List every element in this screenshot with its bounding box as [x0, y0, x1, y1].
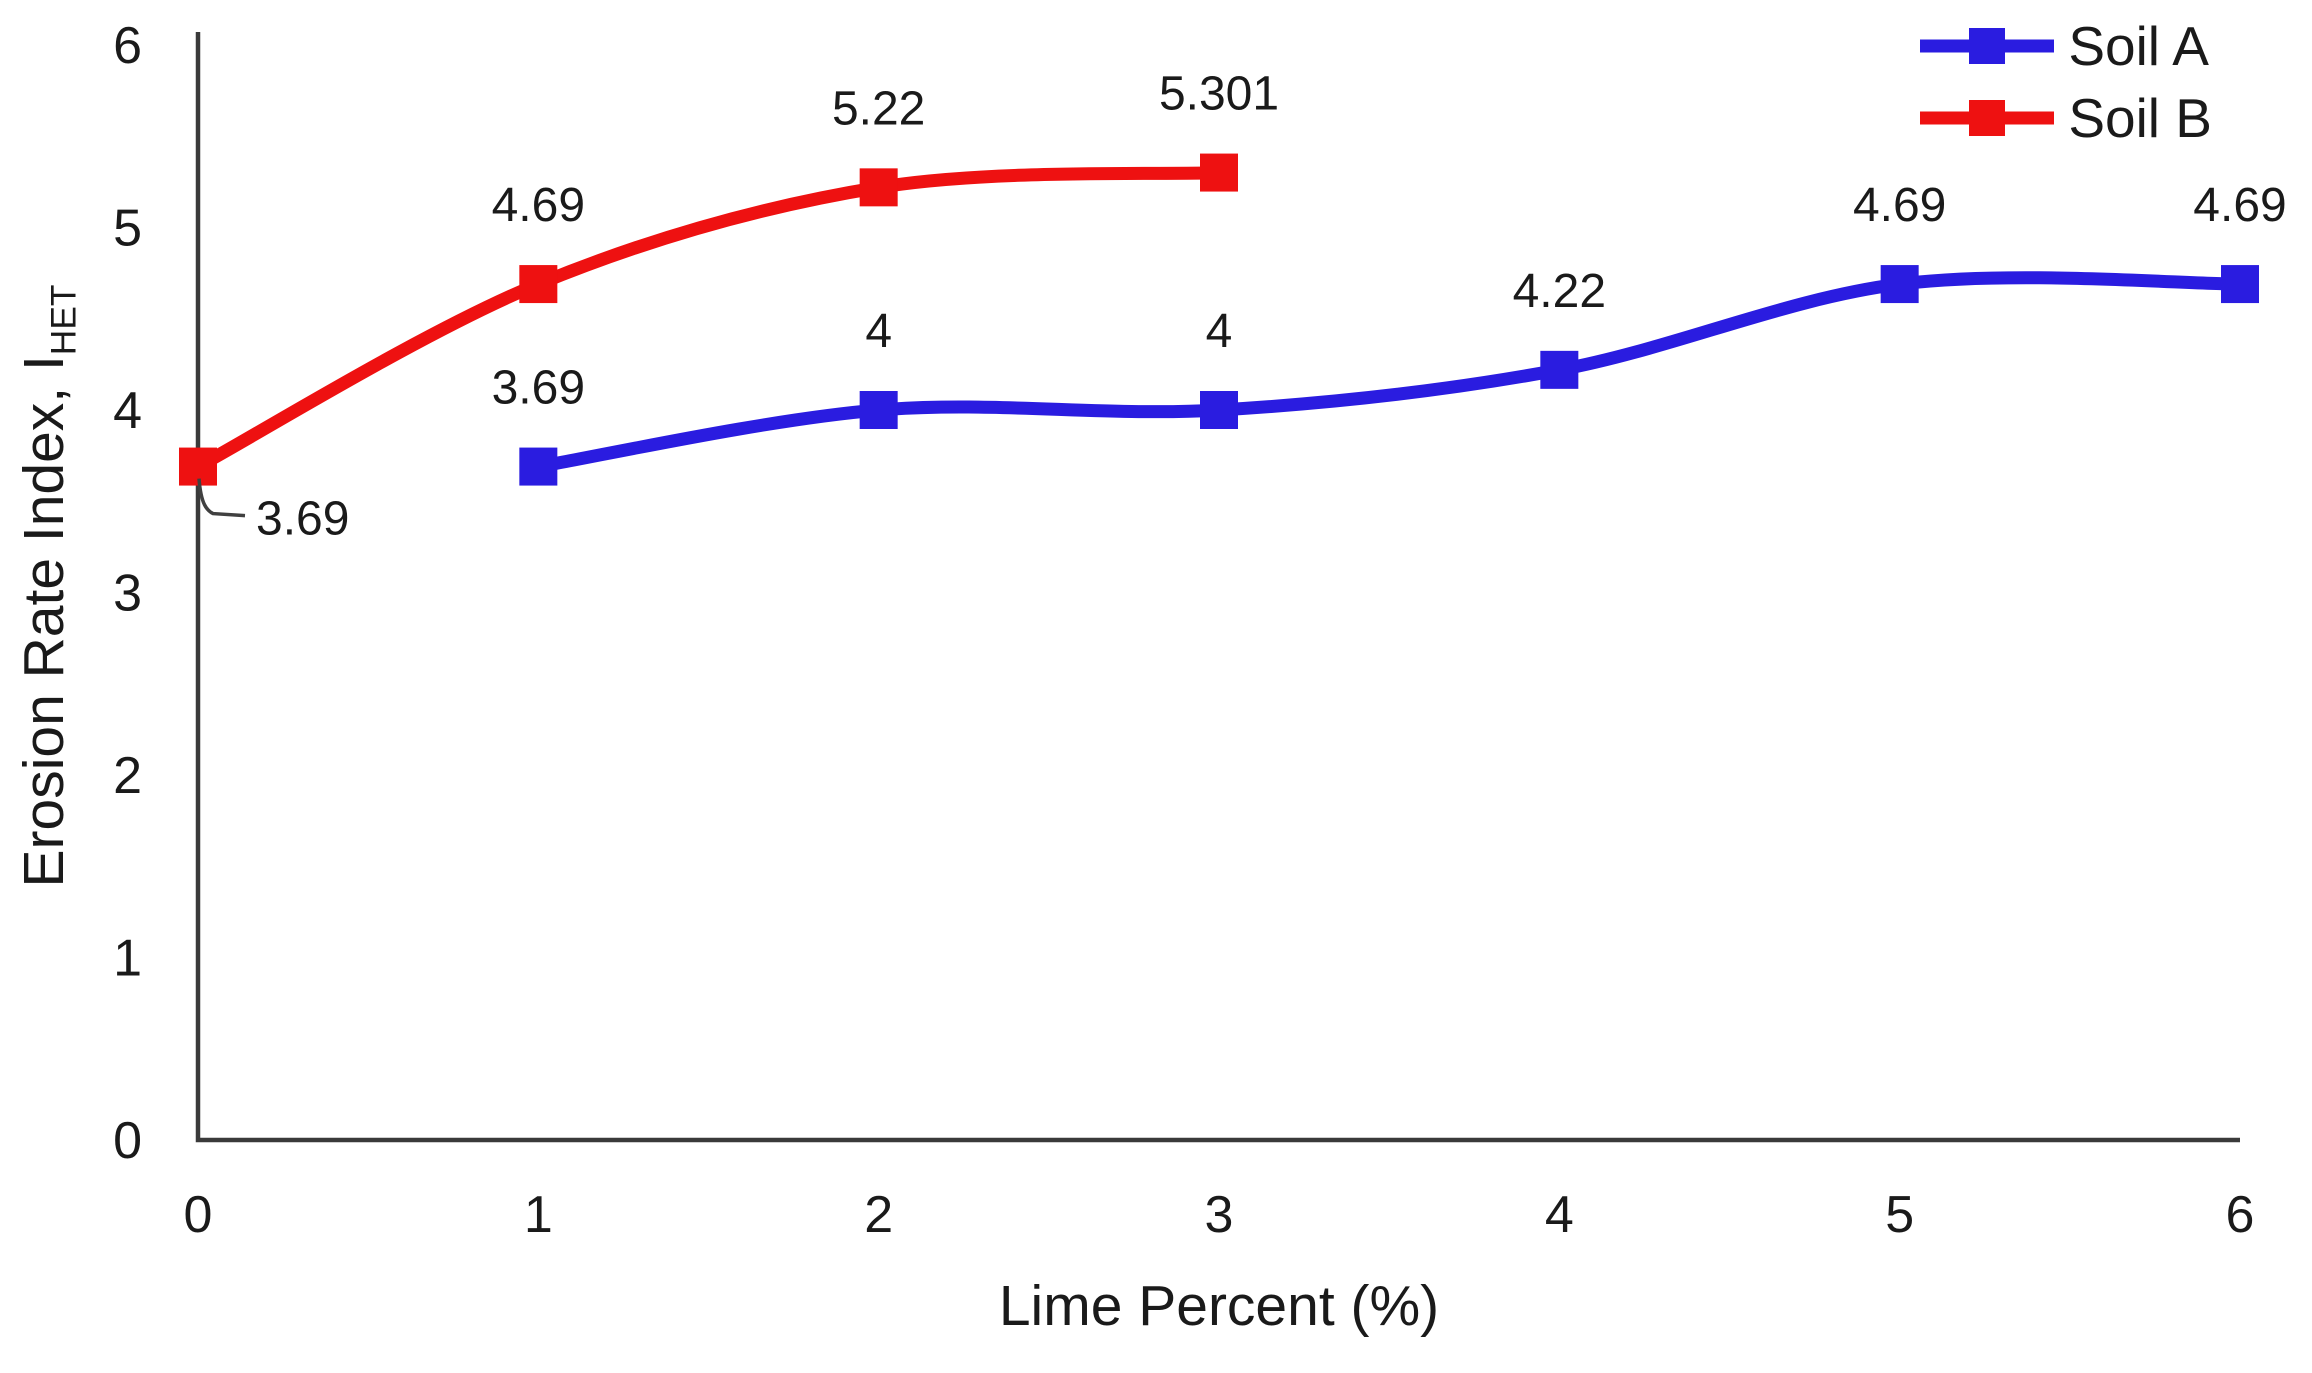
data-label-soil-b: 4.69 — [492, 179, 585, 232]
data-label-soil-a: 3.69 — [492, 362, 585, 415]
data-label-soil-a: 4 — [1206, 305, 1233, 358]
series-layer — [179, 153, 2259, 486]
soil-a-line-marker-icon — [1920, 28, 2055, 64]
legend-item-soil-b: Soil B — [1920, 87, 2212, 149]
data-point-marker-soil-a — [1200, 391, 1238, 429]
y-tick-label: 2 — [113, 747, 142, 805]
y-tick-label: 3 — [113, 565, 142, 623]
data-point-marker-soil-a — [1880, 265, 1919, 304]
x-tick-label: 1 — [524, 1186, 553, 1244]
x-tick-label: 6 — [2226, 1186, 2255, 1244]
data-label-soil-a: 4.69 — [2193, 179, 2286, 232]
data-label-soil-b: 5.301 — [1159, 68, 1279, 121]
y-tick-label: 6 — [113, 17, 142, 75]
axes-layer — [195, 32, 2240, 1143]
y-axis-title-subscript: HET — [44, 284, 84, 356]
x-tick-label: 5 — [1885, 1186, 1914, 1244]
legend-label-soil-b: Soil B — [2068, 87, 2212, 149]
y-tick-label: 1 — [113, 930, 142, 988]
data-point-marker-soil-a — [2221, 265, 2259, 304]
data-point-marker-soil-b — [1200, 153, 1238, 192]
x-tick-label: 0 — [184, 1186, 213, 1244]
data-point-marker-soil-a — [519, 447, 558, 486]
legend-item-soil-a: Soil A — [1920, 15, 2212, 77]
y-tick-label: 4 — [113, 382, 142, 440]
data-label-soil-b: 5.22 — [832, 82, 925, 135]
series-line-soil-b — [191, 166, 1226, 474]
data-label-soil-b: 3.69 — [256, 493, 349, 546]
data-point-marker-soil-a — [859, 391, 898, 429]
y-tick-label: 0 — [113, 1112, 142, 1170]
tick-labels-layer: 0 1 2 3 4 5 6 0 1 2 3 4 5 6 — [113, 17, 2254, 1244]
x-axis-title: Lime Percent (%) — [998, 1274, 1440, 1338]
data-label-soil-a: 4 — [865, 305, 892, 358]
legend: Soil A Soil B — [1920, 15, 2212, 149]
y-axis-title-main: Erosion Rate Index, I — [12, 355, 76, 888]
data-label-soil-a: 4.22 — [1513, 265, 1606, 318]
legend-label-soil-a: Soil A — [2068, 15, 2209, 77]
data-point-marker-soil-a — [1540, 350, 1579, 389]
x-tick-label: 2 — [864, 1186, 893, 1244]
x-tick-label: 4 — [1545, 1186, 1574, 1244]
data-point-marker-soil-b — [859, 168, 898, 207]
x-tick-label: 3 — [1205, 1186, 1234, 1244]
y-axis-title: Erosion Rate Index, IHET — [11, 285, 83, 888]
data-point-marker-soil-b — [519, 265, 558, 304]
y-tick-label: 5 — [113, 200, 142, 258]
callout-leader-line — [197, 478, 246, 518]
soil-b-line-marker-icon — [1920, 100, 2055, 136]
axis-lines — [195, 32, 2240, 1143]
data-labels-layer: 3.69 4 4 4.22 4.69 4.69 3.69 4.69 5.22 5.301 — [197, 68, 2287, 546]
data-label-soil-a: 4.69 — [1853, 179, 1946, 232]
series-line-soil-a — [531, 271, 2247, 474]
